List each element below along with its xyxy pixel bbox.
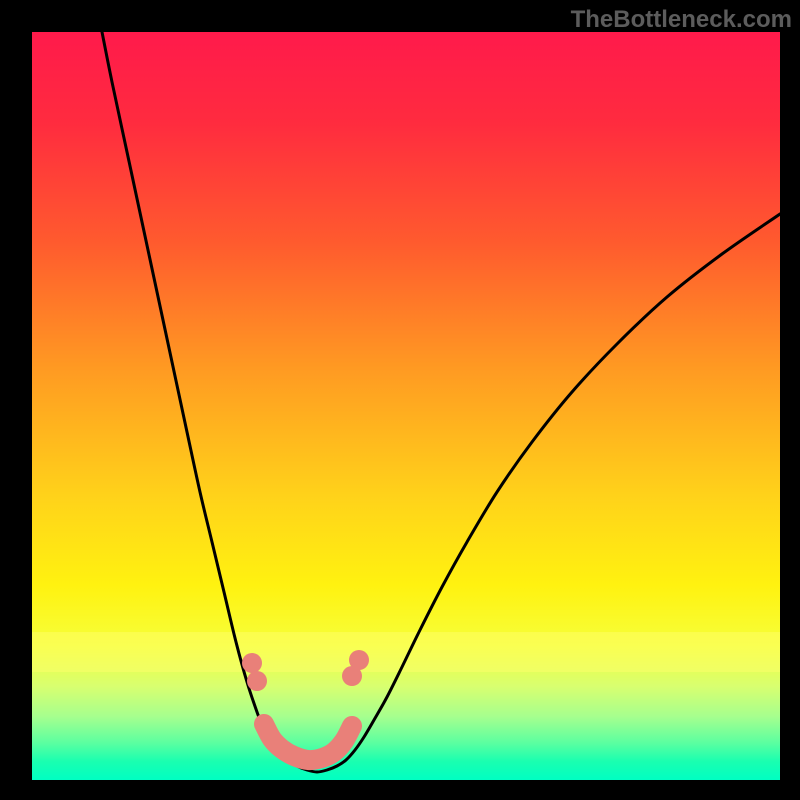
chart-plot-area xyxy=(32,32,780,780)
marker-dot xyxy=(247,671,267,691)
watermark-text: TheBottleneck.com xyxy=(571,6,792,34)
marker-dot xyxy=(242,653,262,673)
marker-dot xyxy=(349,650,369,670)
